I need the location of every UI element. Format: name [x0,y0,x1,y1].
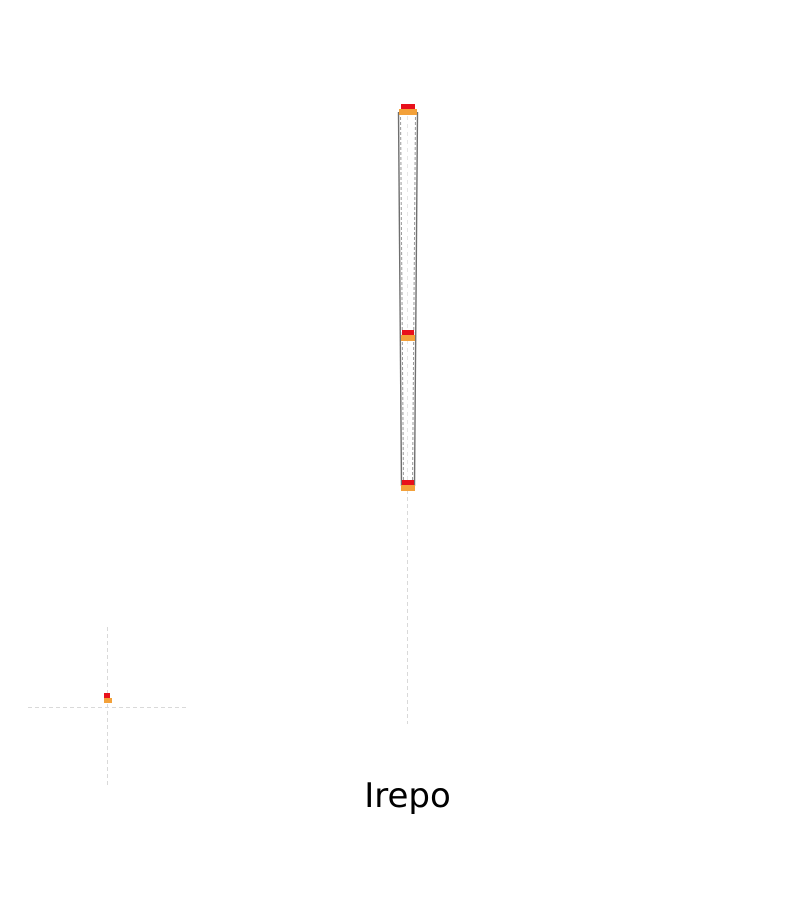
frame-outer-right [413,111,419,487]
middle-node-marker [401,330,415,341]
corner-marker [104,693,112,703]
frame-inner-left [400,111,404,487]
frame-inner-right [412,111,416,487]
bottom-node-marker [401,480,415,491]
double-line-frame [397,111,419,487]
frame-outer-left [397,111,403,487]
node-markers [104,104,417,703]
guide-lines [28,490,408,788]
diagram-caption: Irepo [364,776,451,816]
top-node-marker [399,104,417,115]
